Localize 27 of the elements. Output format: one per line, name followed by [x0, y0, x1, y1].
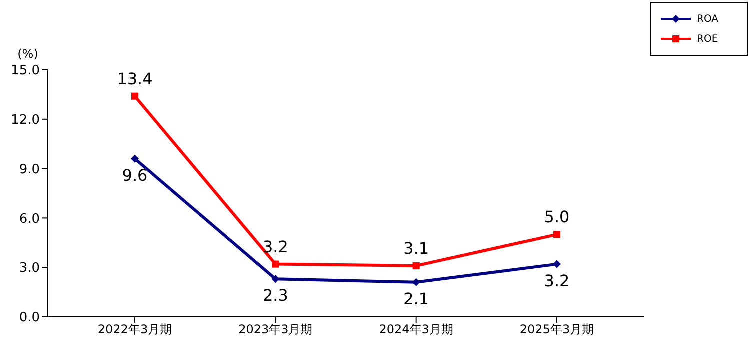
y-tick-label: 6.0 [19, 212, 40, 227]
x-tick-label: 2024年3月期 [379, 322, 454, 337]
data-label: 2.3 [262, 286, 288, 306]
point [272, 260, 280, 268]
data-label: 3.2 [544, 271, 570, 290]
data-label: 3.2 [262, 237, 288, 256]
data-label: 2.1 [404, 289, 430, 308]
data-label: 3.1 [404, 238, 430, 258]
x-tick-label: 2022年3月期 [98, 322, 172, 337]
data-label: 5.0 [544, 208, 570, 227]
y-tick-label: 0.0 [19, 310, 40, 326]
legend-label: ROA [697, 14, 718, 24]
x-tick-label: 2023年3月期 [238, 322, 313, 337]
point [412, 262, 420, 270]
point [553, 260, 561, 268]
legend-label: ROE [697, 34, 718, 44]
point [132, 92, 138, 100]
point [554, 231, 560, 238]
y-tick-label: 9.0 [19, 162, 40, 178]
y-axis-title: (%) [18, 47, 38, 61]
data-label: 13.4 [117, 69, 153, 88]
y-tick-label: 15.0 [11, 64, 40, 79]
x-tick-label: 2025年3月期 [520, 322, 594, 337]
point [131, 154, 139, 163]
data-label: 9.6 [122, 166, 148, 185]
y-tick-label: 12.0 [11, 113, 40, 128]
y-tick-label: 3.0 [19, 261, 40, 276]
